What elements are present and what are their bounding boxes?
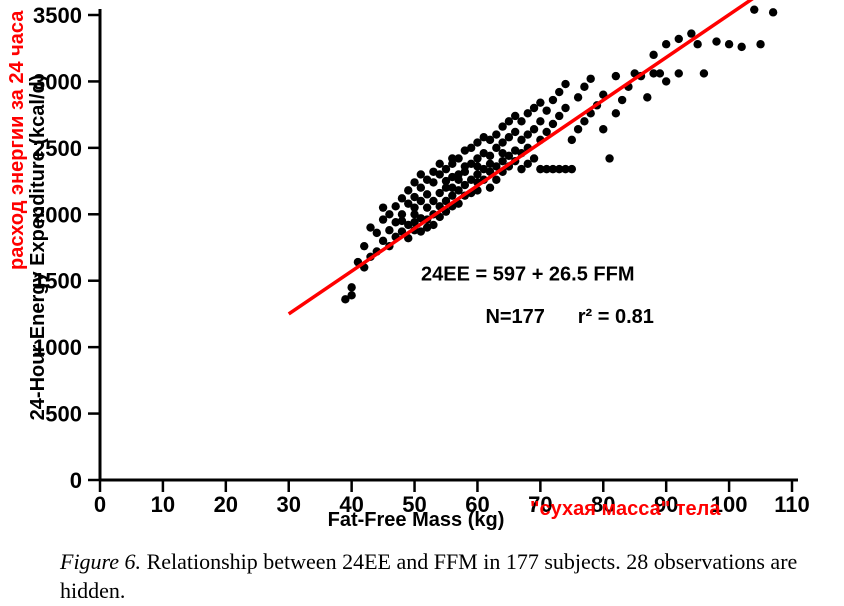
y-tick-label: 3500 [33, 3, 82, 28]
data-point [536, 117, 544, 125]
x-axis-label: Fat-Free Mass (kg) [328, 509, 505, 531]
data-point [555, 112, 563, 120]
x-tick-label: 30 [276, 492, 300, 517]
data-point [618, 96, 626, 104]
data-point [423, 190, 431, 198]
data-point [347, 283, 355, 291]
data-point [675, 69, 683, 77]
data-point [530, 125, 538, 133]
data-point [737, 43, 745, 51]
data-point [605, 154, 613, 162]
data-point [612, 109, 620, 117]
data-point [712, 37, 720, 45]
data-point [599, 125, 607, 133]
data-point [391, 202, 399, 210]
data-point [549, 96, 557, 104]
data-point [511, 128, 519, 136]
data-point [574, 125, 582, 133]
regression-equation: 24EE = 597 + 26.5 FFM [421, 264, 634, 286]
data-point [536, 98, 544, 106]
data-point [492, 130, 500, 138]
data-point [347, 291, 355, 299]
regression-r2: r² = 0.81 [578, 306, 654, 328]
data-point [373, 229, 381, 237]
x-tick-label: 10 [151, 492, 175, 517]
figure-caption-text: Relationship between 24EE and FFM in 177… [60, 549, 797, 603]
data-point [656, 69, 664, 77]
data-point [580, 83, 588, 91]
data-point [750, 5, 758, 13]
data-point [756, 40, 764, 48]
data-point [725, 40, 733, 48]
data-point [700, 69, 708, 77]
data-point [693, 40, 701, 48]
data-point [417, 184, 425, 192]
data-point [662, 40, 670, 48]
data-point [429, 221, 437, 229]
data-point [530, 154, 538, 162]
data-point [568, 165, 576, 173]
data-point [586, 75, 594, 83]
data-point [549, 120, 557, 128]
data-point [574, 93, 582, 101]
data-point [486, 184, 494, 192]
x-tick-label: 20 [214, 492, 238, 517]
data-point [360, 242, 368, 250]
data-point [385, 210, 393, 218]
data-point [649, 51, 657, 59]
data-point [542, 106, 550, 114]
data-point [379, 203, 387, 211]
y-tick-label: 0 [70, 468, 82, 493]
data-point [404, 186, 412, 194]
data-point [612, 72, 620, 80]
data-point [486, 152, 494, 160]
data-point [568, 136, 576, 144]
x-tick-label: 110 [774, 492, 810, 517]
data-point [662, 77, 670, 85]
data-point [398, 210, 406, 218]
data-point [769, 8, 777, 16]
data-point [517, 117, 525, 125]
data-point [675, 35, 683, 43]
figure-caption: Figure 6. Relationship between 24EE and … [60, 548, 820, 605]
data-point [461, 168, 469, 176]
data-point [417, 197, 425, 205]
y-tick-label: 500 [45, 402, 82, 427]
data-point [555, 88, 563, 96]
data-point [561, 80, 569, 88]
y-axis-label: 24-Hour Energy Expenditure (kcal/d) [27, 75, 49, 421]
data-point [561, 104, 569, 112]
data-point [454, 154, 462, 162]
data-point [385, 226, 393, 234]
x-tick-label: 0 [94, 492, 106, 517]
y-axis-annotation-ru: расход энергии за 24 часа [6, 11, 29, 270]
regression-n: N=177 [485, 306, 545, 328]
data-point [429, 178, 437, 186]
figure-number: Figure 6. [60, 549, 141, 574]
data-point [580, 117, 588, 125]
x-axis-annotation-ru: "сухая масса" тела [530, 498, 721, 521]
data-point [423, 203, 431, 211]
data-point [643, 93, 651, 101]
